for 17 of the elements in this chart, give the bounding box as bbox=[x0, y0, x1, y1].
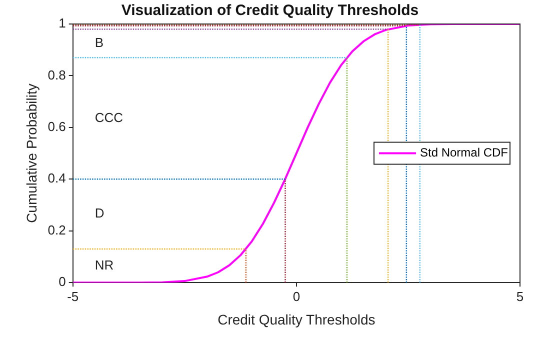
y-axis-title: Cumulative Probability bbox=[23, 84, 40, 223]
y-tick-label: 0.2 bbox=[48, 222, 66, 238]
y-tick-label: 1 bbox=[58, 16, 66, 31]
x-tick-label: -5 bbox=[67, 288, 79, 304]
y-tick-label: 0.8 bbox=[48, 67, 66, 82]
y-tick-label: 0.6 bbox=[48, 119, 66, 134]
annotation: NR bbox=[94, 257, 114, 272]
x-axis-title: Credit Quality Thresholds bbox=[218, 311, 376, 328]
y-tick-label: 0 bbox=[58, 274, 66, 290]
annotation: B bbox=[94, 34, 104, 50]
chart-title: Visualization of Credit Quality Thresholds bbox=[121, 2, 419, 20]
legend-label: Std Normal CDF bbox=[420, 146, 508, 160]
annotation: D bbox=[94, 206, 104, 221]
annotation: CCC bbox=[94, 110, 124, 125]
x-tick-label: 0 bbox=[292, 288, 300, 304]
x-tick-label: 5 bbox=[516, 288, 524, 304]
y-tick-label: 0.4 bbox=[48, 170, 66, 186]
